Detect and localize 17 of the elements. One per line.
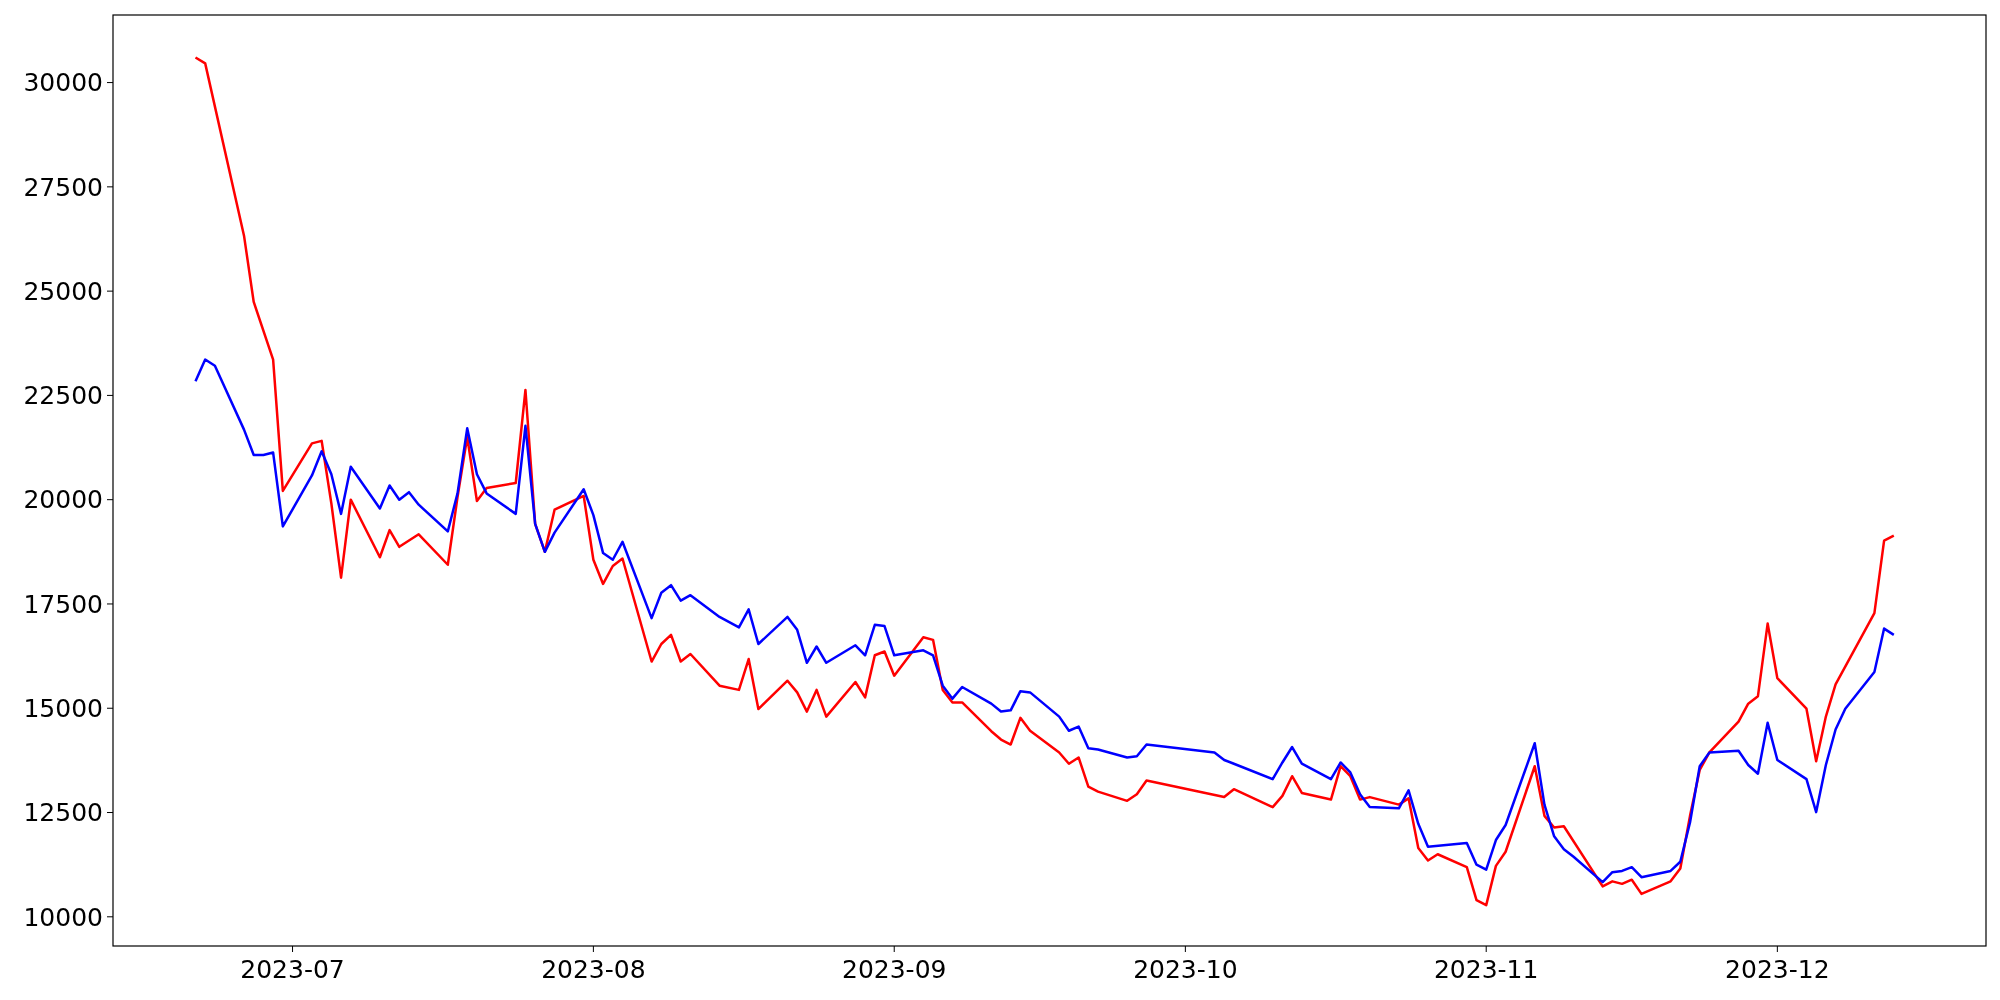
y-tick-label: 22500 xyxy=(23,381,103,411)
y-tick-label: 12500 xyxy=(23,798,103,828)
x-tick-label: 2023-11 xyxy=(1433,955,1539,984)
x-tick-label: 2023-10 xyxy=(1133,955,1238,984)
y-tick-label: 15000 xyxy=(23,693,103,723)
y-tick-label: 10000 xyxy=(23,902,103,932)
line-series xyxy=(194,56,1896,907)
x-tick-label: 2023-09 xyxy=(841,955,947,984)
y-tick-label: 27500 xyxy=(23,172,103,202)
x-tick-label: 2023-08 xyxy=(541,955,646,984)
y-tick-label: 20000 xyxy=(23,485,103,515)
x-tick-label: 2023-07 xyxy=(240,955,345,984)
x-tick-label: 2023-12 xyxy=(1725,955,1830,984)
y-tick-label: 17500 xyxy=(23,589,103,619)
y-tick-label: 30000 xyxy=(23,68,103,98)
y-tick-label: 25000 xyxy=(23,276,103,306)
line-series xyxy=(194,358,1896,884)
